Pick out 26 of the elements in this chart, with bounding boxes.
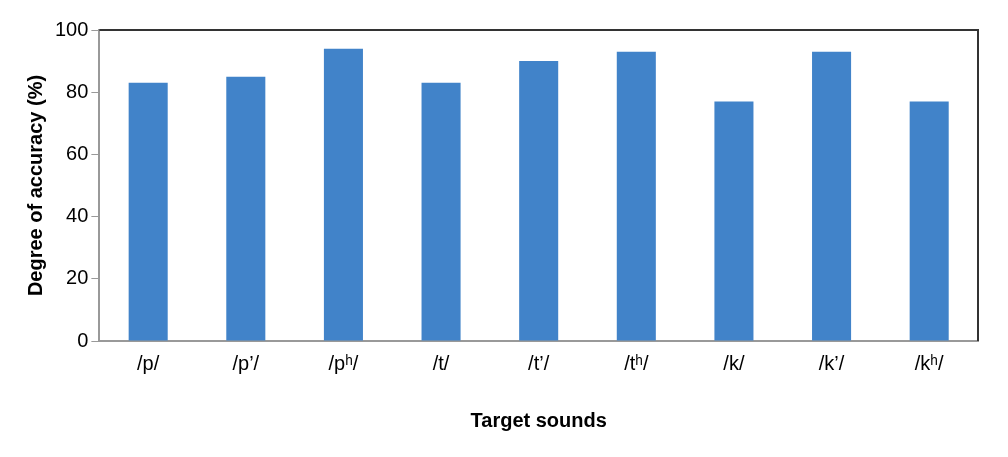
y-tick-label: 100 bbox=[54, 17, 89, 40]
bar bbox=[226, 76, 266, 341]
y-tick-label: 0 bbox=[77, 328, 89, 351]
x-tick-label: /pʰ/ bbox=[328, 351, 359, 374]
x-tick-label: /t/ bbox=[432, 351, 450, 374]
x-tick-label: /k’/ bbox=[818, 351, 845, 374]
bar bbox=[909, 101, 949, 341]
y-tick-label: 20 bbox=[66, 266, 89, 289]
bar bbox=[616, 51, 656, 341]
x-tick-label: /p’/ bbox=[232, 351, 260, 374]
x-tick-label: /k/ bbox=[723, 351, 745, 374]
bar bbox=[812, 51, 852, 341]
bar bbox=[323, 48, 363, 341]
bar bbox=[519, 61, 559, 341]
x-tick-label: /tʰ/ bbox=[624, 351, 649, 374]
y-tick-label: 60 bbox=[66, 141, 89, 164]
y-tick-label: 40 bbox=[66, 204, 89, 227]
x-tick-label: /t’/ bbox=[528, 351, 550, 374]
bar bbox=[714, 101, 754, 341]
bar bbox=[128, 82, 168, 341]
x-tick-label: /p/ bbox=[137, 351, 160, 374]
x-axis-title: Target sounds bbox=[470, 408, 607, 431]
bar bbox=[421, 82, 461, 341]
y-tick-label: 80 bbox=[66, 79, 89, 102]
y-axis-title: Degree of accuracy (%) bbox=[23, 74, 46, 297]
x-tick-label: /kʰ/ bbox=[914, 351, 945, 374]
